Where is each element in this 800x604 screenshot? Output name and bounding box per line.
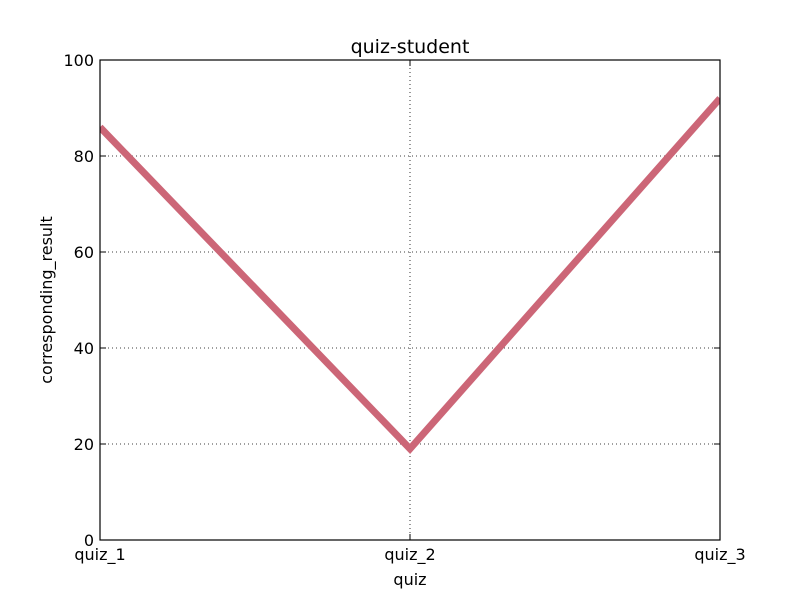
y-tick-label: 40 — [74, 339, 94, 358]
x-tick-label: quiz_1 — [74, 545, 125, 565]
y-axis-label: corresponding_result — [37, 216, 57, 384]
y-tick-label: 100 — [63, 51, 94, 70]
y-tick-label: 20 — [74, 435, 94, 454]
x-tick-label: quiz_3 — [694, 545, 745, 565]
x-tick-label: quiz_2 — [384, 545, 435, 565]
x-axis-label: quiz — [393, 570, 426, 589]
y-tick-label: 60 — [74, 243, 94, 262]
y-tick-label: 80 — [74, 147, 94, 166]
chart-title: quiz-student — [351, 36, 470, 58]
